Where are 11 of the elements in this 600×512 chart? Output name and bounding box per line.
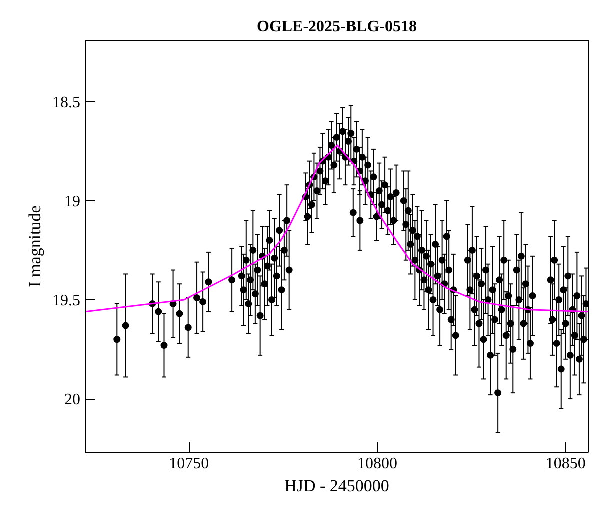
x-tick-label: 10750 — [169, 456, 210, 472]
y-tick-label: 19.5 — [52, 292, 80, 310]
x-tick-label: 10800 — [358, 456, 398, 472]
y-axis-title: I magnitude — [26, 206, 44, 288]
y-tick-label: 19 — [64, 193, 80, 210]
x-tick-label: 10850 — [546, 456, 586, 472]
line-series — [86, 144, 588, 313]
x-axis-title: HJD - 2450000 — [284, 476, 390, 496]
y-tick-label: 18.5 — [52, 94, 80, 112]
y-tick-label: 20 — [64, 392, 80, 409]
chart-title: OGLE-2025-BLG-0518 — [256, 18, 418, 36]
